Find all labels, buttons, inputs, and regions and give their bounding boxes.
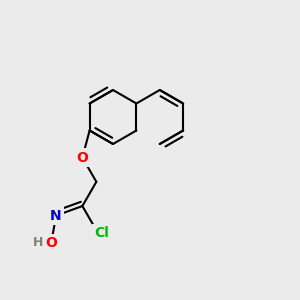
Text: N: N <box>50 208 62 223</box>
Text: H: H <box>33 236 44 249</box>
Text: Cl: Cl <box>94 226 109 240</box>
Text: O: O <box>76 151 88 164</box>
Text: O: O <box>45 236 57 250</box>
